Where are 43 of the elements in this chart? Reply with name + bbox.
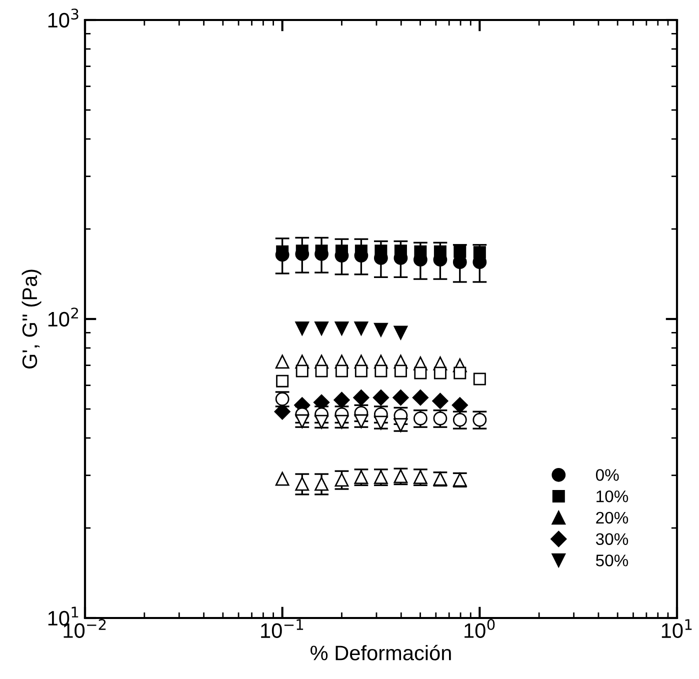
legend-label: 0% xyxy=(596,469,619,481)
point xyxy=(275,472,290,486)
point xyxy=(374,364,388,378)
legend-label: 30% xyxy=(596,533,628,546)
point xyxy=(335,364,348,378)
point xyxy=(295,476,310,491)
point xyxy=(452,397,468,414)
point xyxy=(274,404,290,420)
point xyxy=(394,364,407,378)
point xyxy=(454,366,466,380)
point xyxy=(315,244,328,258)
x-tick-label: 10$^{−1}$ xyxy=(261,619,304,638)
point xyxy=(296,244,308,258)
point xyxy=(275,354,290,369)
point xyxy=(276,374,289,388)
point xyxy=(276,245,289,258)
x-tick-label: 10$^{1}$ xyxy=(662,619,692,638)
point xyxy=(372,390,389,406)
point xyxy=(432,392,448,410)
point xyxy=(334,472,349,487)
point xyxy=(296,364,308,378)
point xyxy=(473,246,486,259)
point xyxy=(434,245,446,258)
point xyxy=(414,245,427,258)
point xyxy=(392,390,409,406)
point xyxy=(412,390,428,406)
point xyxy=(414,366,427,380)
point xyxy=(334,392,350,408)
legend-label: 20% xyxy=(596,512,628,524)
y-axis-title: G', G'' (Pa) xyxy=(22,270,42,368)
legend-label: 50% xyxy=(596,554,628,566)
y-tick-label: 10$^{3}$ xyxy=(48,8,78,28)
point xyxy=(315,364,328,378)
point xyxy=(473,372,486,386)
point xyxy=(314,476,328,491)
x-tick-label: 10$^{0}$ xyxy=(464,619,495,638)
point xyxy=(454,245,466,258)
x-axis-title: % Deformación xyxy=(310,644,451,660)
point xyxy=(354,364,368,378)
y-tick-label: 10$^{2}$ xyxy=(48,308,78,327)
point xyxy=(434,366,446,380)
point xyxy=(353,390,370,406)
legend-label: 10% xyxy=(596,490,628,502)
